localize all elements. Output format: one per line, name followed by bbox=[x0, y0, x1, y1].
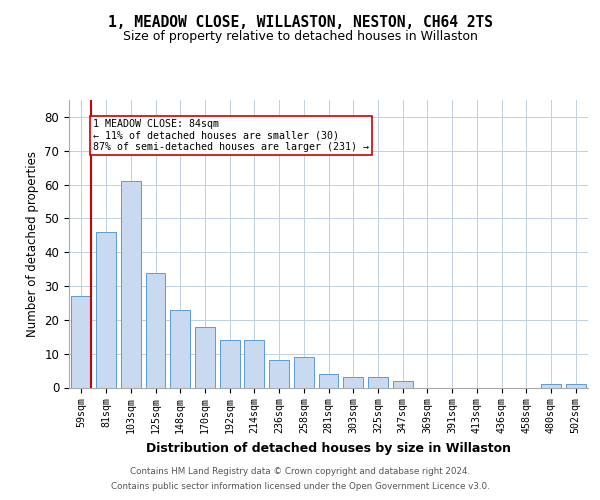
Bar bbox=[71, 296, 91, 388]
Bar bbox=[220, 340, 239, 388]
X-axis label: Distribution of detached houses by size in Willaston: Distribution of detached houses by size … bbox=[146, 442, 511, 454]
Bar bbox=[146, 272, 166, 388]
Text: 1 MEADOW CLOSE: 84sqm
← 11% of detached houses are smaller (30)
87% of semi-deta: 1 MEADOW CLOSE: 84sqm ← 11% of detached … bbox=[93, 118, 369, 152]
Bar bbox=[541, 384, 561, 388]
Bar bbox=[319, 374, 338, 388]
Text: Contains public sector information licensed under the Open Government Licence v3: Contains public sector information licen… bbox=[110, 482, 490, 491]
Bar bbox=[294, 357, 314, 388]
Bar bbox=[368, 378, 388, 388]
Bar bbox=[96, 232, 116, 388]
Text: Contains HM Land Registry data © Crown copyright and database right 2024.: Contains HM Land Registry data © Crown c… bbox=[130, 467, 470, 476]
Bar bbox=[121, 181, 140, 388]
Bar bbox=[393, 380, 413, 388]
Bar bbox=[269, 360, 289, 388]
Text: 1, MEADOW CLOSE, WILLASTON, NESTON, CH64 2TS: 1, MEADOW CLOSE, WILLASTON, NESTON, CH64… bbox=[107, 15, 493, 30]
Bar bbox=[244, 340, 264, 388]
Y-axis label: Number of detached properties: Number of detached properties bbox=[26, 151, 39, 337]
Text: Size of property relative to detached houses in Willaston: Size of property relative to detached ho… bbox=[122, 30, 478, 43]
Bar bbox=[195, 326, 215, 388]
Bar bbox=[566, 384, 586, 388]
Bar bbox=[343, 378, 363, 388]
Bar bbox=[170, 310, 190, 388]
